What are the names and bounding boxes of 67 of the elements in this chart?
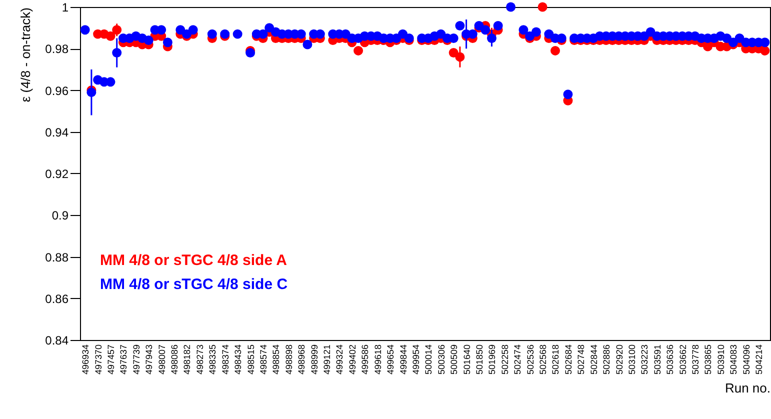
x-axis-title: Run no.: [724, 380, 770, 396]
x-tick-label: 502618: [550, 344, 561, 375]
x-tick-label: 497637: [118, 344, 129, 375]
x-tick-label: 503223: [640, 344, 650, 375]
x-tick-label: 501640: [462, 344, 472, 375]
x-tick-label: 497943: [144, 344, 154, 375]
x-tick-label: 503778: [690, 344, 701, 375]
x-tick-label: 499324: [334, 344, 345, 375]
x-tick-label: 498898: [284, 344, 294, 375]
x-tick-label: 498574: [258, 344, 268, 375]
x-tick-label: 502474: [512, 344, 523, 375]
x-tick-label: 500014: [424, 344, 434, 375]
x-tick-label: 503636: [665, 344, 676, 375]
x-tick-label: 502684: [563, 344, 574, 375]
x-tick-label: 504083: [728, 344, 739, 375]
x-tick-label: 499654: [386, 344, 396, 375]
x-tick-label: 497370: [93, 344, 104, 375]
y-tick-label: 0.88: [45, 250, 69, 264]
x-tick-label: 504214: [754, 344, 764, 375]
x-tick-label: 498999: [309, 344, 320, 375]
x-tick-label: 504096: [741, 344, 752, 375]
y-tick-label: 0.98: [45, 42, 69, 56]
y-tick-label: 0.96: [45, 84, 69, 98]
x-tick-label: 500509: [449, 344, 460, 375]
x-tick-label: 498273: [194, 344, 205, 375]
y-axis-title: ε (4/8 - on-track): [18, 8, 34, 102]
y-tick-label: 0.92: [45, 167, 69, 181]
x-tick-label: 503591: [652, 344, 662, 375]
x-tick-label: 498335: [208, 344, 218, 375]
x-tick-label: 498854: [271, 344, 282, 375]
x-tick-label: 498086: [170, 344, 180, 375]
y-tick-label: 0.84: [45, 334, 69, 348]
y-tick-label: 0.94: [45, 125, 69, 140]
x-tick-label: 499121: [322, 344, 332, 375]
x-tick-label: 503865: [703, 344, 714, 375]
y-tick-label: 0.86: [45, 292, 69, 306]
x-tick-label: 499954: [410, 344, 421, 375]
x-tick-label: 502886: [602, 344, 612, 375]
x-tick-label: 501969: [487, 344, 498, 375]
x-tick-label: 498515: [246, 344, 256, 375]
x-tick-label: 498374: [220, 344, 230, 375]
y-tick-label: 1: [62, 0, 69, 14]
x-tick-label: 503910: [716, 344, 726, 375]
x-tick-label: 499402: [347, 344, 358, 375]
x-tick-label: 502568: [538, 344, 548, 375]
text: MM 4/8 or sTGC 4/8 side C: [100, 276, 288, 293]
x-tick-label: 502536: [525, 344, 536, 375]
x-tick-label: 499586: [360, 344, 370, 375]
x-tick-label: 502920: [614, 344, 624, 375]
y-tick-label: 0.9: [52, 208, 69, 223]
x-tick-label: 503100: [626, 344, 637, 375]
x-tick-label: 502258: [500, 344, 510, 375]
x-tick-label: 498182: [182, 344, 192, 375]
x-tick-label: 502844: [588, 344, 599, 375]
x-tick-label: 497739: [131, 344, 142, 375]
text: MM 4/8 or sTGC 4/8 side A: [100, 252, 288, 269]
x-tick-label: 501850: [474, 344, 485, 375]
x-tick-label: 499844: [398, 344, 408, 375]
x-tick-label: 498007: [156, 344, 167, 375]
x-tick-label: 500306: [436, 344, 446, 375]
x-tick-label: 502748: [576, 344, 586, 375]
x-tick-label: 497457: [106, 344, 116, 375]
x-tick-label: 503662: [678, 344, 688, 375]
x-tick-label: 498968: [296, 344, 307, 375]
x-tick-label: 499618: [372, 344, 383, 375]
x-tick-label: 498434: [233, 344, 244, 375]
x-tick-label: 496934: [80, 344, 91, 375]
